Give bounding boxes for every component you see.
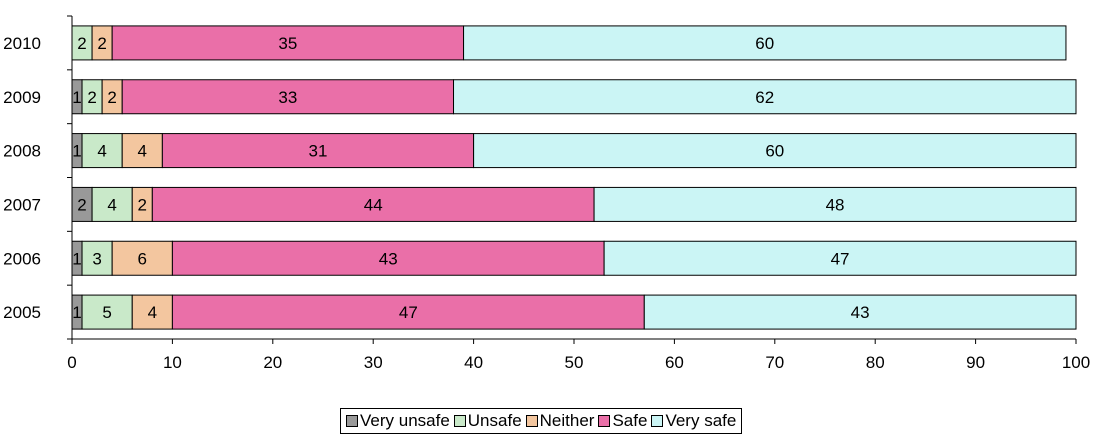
- data-label-2010-very-safe: 60: [755, 34, 774, 53]
- data-label-2009-neither: 2: [107, 88, 116, 107]
- data-label-2007-unsafe: 4: [107, 195, 116, 214]
- data-label-2009-unsafe: 2: [87, 88, 96, 107]
- data-label-2008-neither: 4: [138, 142, 147, 161]
- legend-label-very-unsafe: Very unsafe: [360, 411, 450, 430]
- data-label-2006-very-unsafe: 1: [72, 249, 81, 268]
- data-label-2005-safe: 47: [399, 303, 418, 322]
- legend-item-very-safe: Very safe: [651, 411, 736, 431]
- bar-2005-neither: [131, 294, 173, 330]
- data-label-2005-very-safe: 43: [851, 303, 870, 322]
- bar-2005-very-safe: [643, 294, 1077, 330]
- bar-2006-unsafe: [81, 240, 113, 276]
- data-label-2009-very-unsafe: 1: [72, 88, 81, 107]
- data-label-2009-safe: 33: [278, 88, 297, 107]
- x-tick-label-90: 90: [966, 353, 985, 372]
- data-label-2006-neither: 6: [138, 249, 147, 268]
- y-tick-label-2005: 2005: [3, 303, 41, 322]
- data-label-2006-safe: 43: [379, 249, 398, 268]
- legend-label-safe: Safe: [612, 411, 648, 430]
- bar-2009-very-safe: [453, 79, 1077, 115]
- legend-item-safe: Safe: [598, 411, 647, 431]
- x-tick-label-80: 80: [866, 353, 885, 372]
- y-tick-label-2010: 2010: [3, 34, 41, 53]
- legend-label-very-safe: Very safe: [665, 411, 737, 430]
- legend-swatch-very-safe: [651, 415, 664, 427]
- legend-swatch-very-unsafe: [346, 415, 358, 427]
- data-label-2010-unsafe: 2: [77, 34, 86, 53]
- x-tick-label-50: 50: [565, 353, 584, 372]
- data-label-2007-neither: 2: [138, 195, 147, 214]
- data-label-2010-safe: 35: [278, 34, 297, 53]
- data-label-2006-unsafe: 3: [92, 249, 101, 268]
- bar-2007-safe: [151, 186, 595, 222]
- x-tick-label-40: 40: [464, 353, 483, 372]
- x-tick-label-30: 30: [364, 353, 383, 372]
- legend-swatch-neither: [525, 415, 538, 427]
- bar-2005-safe: [171, 294, 645, 330]
- x-tick-label-70: 70: [765, 353, 784, 372]
- bar-2010-safe: [111, 25, 465, 61]
- bar-2007-very-safe: [593, 186, 1077, 222]
- data-label-2005-neither: 4: [148, 303, 157, 322]
- x-tick-label-10: 10: [163, 353, 182, 372]
- legend-label-unsafe: Unsafe: [467, 411, 522, 430]
- data-label-2008-safe: 31: [309, 142, 328, 161]
- axes-group: 2010 2009 2008 2007 2006 2005 0 10 20 30 40 50 60 70 8…: [3, 15, 1090, 372]
- y-tick-label-2006: 2006: [3, 249, 41, 268]
- bar-2006-very-safe: [603, 240, 1077, 276]
- bar-2006-safe: [171, 240, 605, 276]
- bar-2009-safe: [121, 79, 455, 115]
- bar-2005-unsafe: [81, 294, 133, 330]
- stacked-bar-chart: 2 2 35 601 2 2 33 621 4 4 31 602 4 2 44 481 3 6 43 471 5 4 47 4…: [3, 15, 1090, 372]
- data-label-2007-very-safe: 48: [826, 195, 845, 214]
- bar-2006-neither: [111, 240, 173, 276]
- x-tick-label-20: 20: [263, 353, 282, 372]
- bar-2008-very-safe: [473, 133, 1077, 169]
- data-label-2009-very-safe: 62: [755, 88, 774, 107]
- bar-2008-unsafe: [81, 133, 123, 169]
- legend-swatch-safe: [598, 415, 611, 427]
- bar-2007-unsafe: [91, 186, 133, 222]
- legend-item-neither: Neither: [525, 411, 595, 431]
- x-tick-label-60: 60: [665, 353, 684, 372]
- data-label-2005-very-unsafe: 1: [72, 303, 81, 322]
- legend-item-unsafe: Unsafe: [453, 411, 522, 431]
- x-tick-label-0: 0: [67, 353, 76, 372]
- legend-label-neither: Neither: [539, 411, 595, 430]
- data-label-2006-very-safe: 47: [831, 249, 850, 268]
- legend-swatch-unsafe: [453, 415, 466, 427]
- data-label-2007-very-unsafe: 2: [77, 195, 86, 214]
- data-label-2008-very-unsafe: 1: [72, 142, 81, 161]
- data-label-2005-unsafe: 5: [102, 303, 111, 322]
- legend-item-very-unsafe: Very unsafe: [346, 411, 450, 431]
- data-label-2010-neither: 2: [97, 34, 106, 53]
- legend: Very unsafe Unsafe Neither Safe Very safe: [340, 408, 743, 434]
- x-tick-label-100: 100: [1062, 353, 1090, 372]
- bar-2008-neither: [121, 133, 163, 169]
- y-tick-label-2007: 2007: [3, 195, 41, 214]
- data-label-2007-safe: 44: [364, 195, 383, 214]
- bars-group: 2 2 35 601 2 2 33 621 4 4 31 602 4 2 44 481 3 6 43 471 5 4 47 4…: [71, 25, 1077, 330]
- bar-2010-very-safe: [463, 25, 1067, 61]
- data-label-2008-unsafe: 4: [97, 142, 106, 161]
- y-tick-label-2009: 2009: [3, 88, 41, 107]
- data-label-2008-very-safe: 60: [765, 142, 784, 161]
- y-tick-label-2008: 2008: [3, 142, 41, 161]
